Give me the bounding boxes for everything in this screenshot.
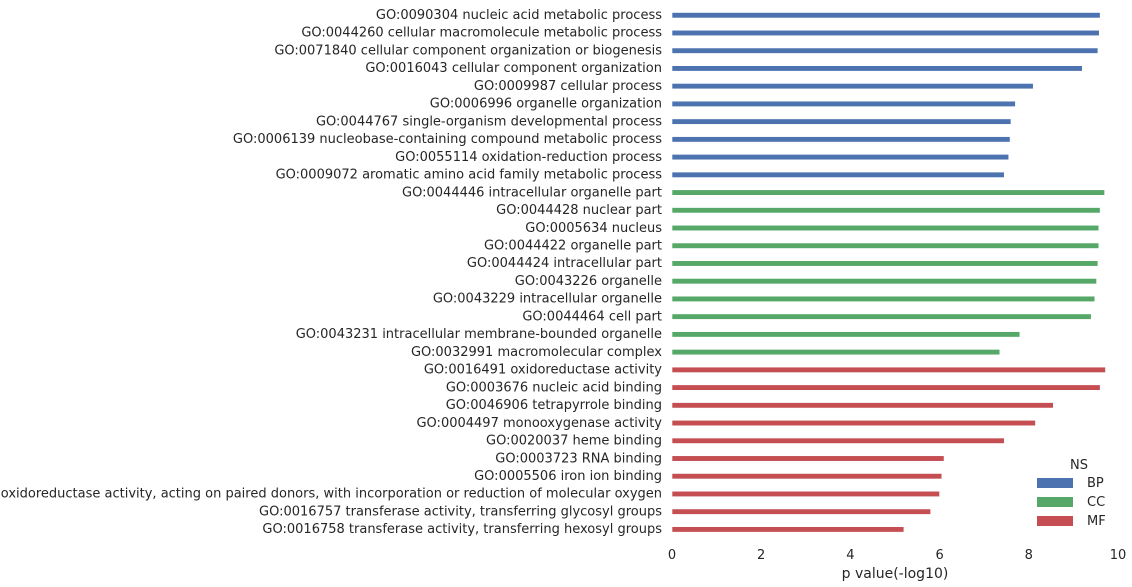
x-tick-label: 10: [1110, 548, 1127, 563]
bar-bp: [671, 136, 1011, 143]
category-label: GO:0016043 cellular component organizati…: [365, 61, 662, 76]
bar-cc: [671, 331, 1021, 338]
bar-cc: [671, 349, 1001, 356]
bar-bp: [671, 29, 1100, 37]
bar-mf: [671, 490, 940, 498]
bar-layer: [671, 12, 1106, 533]
bar-mf: [671, 455, 945, 462]
legend-label-bp: BP: [1087, 476, 1104, 491]
x-tick-label: 8: [1025, 548, 1033, 563]
category-label: GO:0044464 cell part: [522, 309, 662, 324]
category-label: GO:0043229 intracellular organelle: [433, 292, 662, 307]
bar-mf: [671, 419, 1036, 427]
category-label: GO:0009987 cellular process: [474, 79, 662, 94]
category-label: GO:0009072 aromatic amino acid family me…: [276, 168, 663, 183]
legend-label-mf: MF: [1087, 514, 1106, 529]
legend-title: NS: [1070, 458, 1088, 473]
bar-cc: [671, 295, 1096, 302]
bar-bp: [671, 154, 1010, 161]
category-label: GO:0016705 oxidoreductase activity, acti…: [0, 487, 662, 502]
category-label: GO:0055114 oxidation-reduction process: [395, 150, 662, 165]
category-label: GO:0044428 nuclear part: [496, 203, 662, 218]
bar-bp: [671, 83, 1034, 90]
category-label: GO:0006139 nucleobase-containing compoun…: [233, 132, 662, 147]
bar-mf: [671, 526, 905, 533]
category-label: GO:0071840 cellular component organizati…: [274, 43, 662, 58]
category-label: GO:0006996 organelle organization: [430, 97, 662, 112]
bar-cc: [671, 313, 1092, 320]
bar-bp: [671, 100, 1016, 107]
x-tick-layer: 0 2 4 6 8 10: [668, 548, 1126, 563]
category-label: GO:0043231 intracellular membrane-bounde…: [296, 327, 662, 342]
legend-swatch-mf: [1037, 516, 1073, 526]
x-tick-label: 4: [846, 548, 854, 563]
bar-mf: [671, 473, 943, 480]
bar-bp: [671, 47, 1099, 54]
bar-cc: [671, 189, 1105, 196]
bar-bp: [671, 65, 1083, 72]
category-label: GO:0046906 tetrapyrrole binding: [446, 398, 662, 413]
category-label: GO:0043226 organelle: [515, 274, 662, 289]
legend-entries: BP CC MF: [1037, 476, 1106, 529]
category-label: GO:0020037 heme binding: [486, 434, 662, 449]
bar-cc: [671, 224, 1100, 232]
x-tick-label: 0: [668, 548, 676, 563]
bar-cc: [671, 242, 1100, 249]
bar-bp: [671, 12, 1101, 19]
category-label-layer: GO:0090304 nucleic acid metabolic proces…: [0, 8, 662, 537]
category-label: GO:0090304 nucleic acid metabolic proces…: [376, 8, 662, 23]
bar-mf: [671, 366, 1106, 373]
category-label: GO:0044424 intracellular part: [467, 256, 662, 271]
category-label: GO:0044422 organelle part: [484, 238, 662, 253]
category-label: GO:0032991 macromolecular complex: [411, 345, 662, 360]
legend-label-cc: CC: [1087, 495, 1105, 510]
legend: NS BP CC MF: [1037, 458, 1106, 529]
category-label: GO:0004497 monooxygenase activity: [416, 416, 662, 431]
legend-swatch-cc: [1037, 497, 1073, 507]
bar-cc: [671, 278, 1097, 285]
bar-cc: [671, 207, 1101, 214]
bar-mf: [671, 437, 1005, 444]
category-label: GO:0003723 RNA binding: [495, 451, 662, 466]
bar-cc: [671, 260, 1099, 267]
category-label: GO:0016758 transferase activity, transfe…: [262, 522, 662, 537]
legend-swatch-bp: [1037, 478, 1073, 488]
bar-mf: [671, 402, 1054, 409]
category-label: GO:0003676 nucleic acid binding: [446, 380, 662, 395]
x-tick-label: 6: [935, 548, 943, 563]
category-label: GO:0005634 nucleus: [525, 221, 662, 236]
category-label: GO:0016491 oxidoreductase activity: [424, 363, 662, 378]
category-label: GO:0044767 single-organism developmental…: [316, 114, 662, 129]
bar-mf: [671, 384, 1101, 391]
bar-mf: [671, 508, 931, 515]
x-tick-label: 2: [757, 548, 765, 563]
category-label: GO:0044260 cellular macromolecule metabo…: [301, 26, 662, 41]
category-label: GO:0016757 transferase activity, transfe…: [259, 504, 662, 519]
bar-bp: [671, 171, 1005, 178]
bar-bp: [671, 118, 1012, 125]
category-label: GO:0005506 iron ion binding: [474, 469, 662, 484]
x-axis-label: p value(-log10): [842, 566, 949, 582]
category-label: GO:0044446 intracellular organelle part: [402, 185, 662, 200]
